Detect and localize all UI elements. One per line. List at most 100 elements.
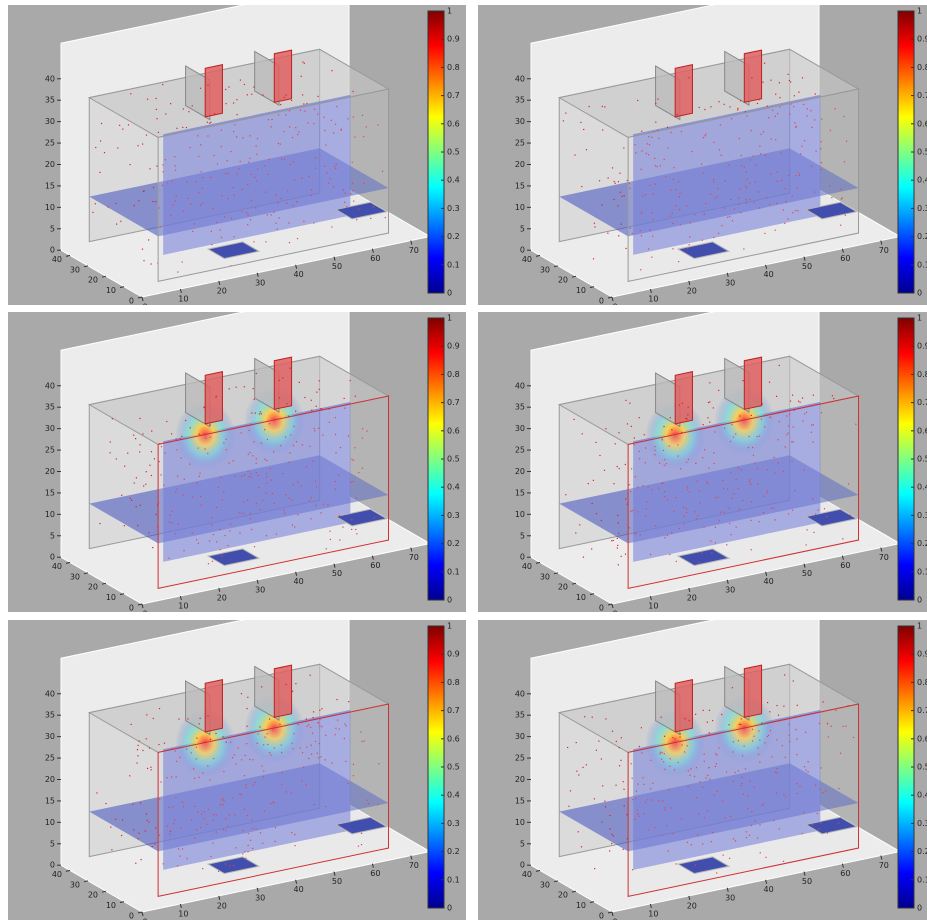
x-tick-label: 40 [764,885,774,894]
x-tick-label: 20 [687,593,697,602]
y-tick [102,583,106,584]
particle [215,733,216,734]
particle [291,100,292,101]
particle [141,859,142,860]
particle [596,513,597,514]
inlet [274,50,291,102]
particle [152,547,153,548]
particle [621,196,622,197]
particle [303,103,304,104]
z-tick-label: 25 [45,754,55,763]
colorbar-tick-label: 0.6 [917,426,927,435]
particle [156,98,157,99]
particle [762,82,763,83]
z-tick-label: 20 [45,775,55,784]
particle [707,417,708,418]
particle [624,195,625,196]
particle [707,722,708,723]
particle [196,738,197,739]
particle [207,715,208,716]
particle [602,785,603,786]
particle [304,397,305,398]
x-tick-label: 30 [255,585,265,594]
particle [695,714,696,715]
particle [142,433,143,434]
x-tick-label: 60 [370,561,380,570]
particle [713,407,714,408]
particle [159,708,160,709]
particle [617,466,618,467]
particle [214,113,215,114]
particle [146,471,147,472]
particle [185,420,186,421]
particle [279,397,280,398]
x-tick-label: 50 [332,262,342,271]
z-tick-label: 40 [515,74,525,83]
particle [165,113,166,114]
particle [629,403,630,404]
particle [615,785,616,786]
particle [605,718,606,719]
particle [139,740,140,741]
particle [718,101,719,102]
y-tick [66,255,70,256]
particle [246,708,247,709]
z-tick-label: 10 [515,203,525,212]
particle [802,77,803,78]
particle [130,164,131,165]
inlet [675,372,692,424]
particle [301,76,302,77]
colorbar-tick-label: 1 [917,314,922,323]
x-tick [842,864,843,868]
particle [105,803,106,804]
colorbar-tick-label: 0.7 [917,398,927,407]
z-tick-label: 35 [515,403,525,412]
particle [623,781,624,782]
particle [793,680,794,681]
particle [152,846,153,847]
x-tick-label: 40 [764,577,774,586]
colorbar-tick-label: 0 [447,904,452,913]
particle [137,145,138,146]
y-tick-label: 20 [88,891,98,900]
particle [99,172,100,173]
z-tick-label: 5 [520,531,525,540]
x-tick-label: 0 [612,303,617,306]
particle [626,814,627,815]
particle [783,706,784,707]
particle [565,494,566,495]
inlet [675,680,692,732]
particle [681,422,682,423]
particle [823,701,824,702]
x-tick-label: 50 [332,877,342,886]
particle [789,80,790,81]
inlet [744,665,761,717]
particle [741,718,742,719]
x-tick [219,588,220,592]
x-tick [372,556,373,560]
particle [137,745,138,746]
particle [799,402,800,403]
particle [682,403,683,404]
particle [156,514,157,515]
y-tick-label: 0 [129,604,134,613]
particle [130,498,131,499]
x-tick [142,297,143,301]
particle [583,129,584,130]
colorbar-tick-label: 0.1 [447,260,460,269]
particle [133,434,134,435]
particle [207,85,208,86]
particle [146,714,147,715]
particle [742,380,743,381]
particle [112,418,113,419]
particle [618,533,619,534]
z-tick-label: 5 [520,224,525,233]
particle [200,88,201,89]
particle [104,152,105,153]
y-tick [572,276,576,277]
x-tick-label: 10 [178,601,188,610]
particle [594,226,595,227]
particle [627,423,628,424]
inlet [744,357,761,409]
x-tick-label: 0 [142,610,147,613]
